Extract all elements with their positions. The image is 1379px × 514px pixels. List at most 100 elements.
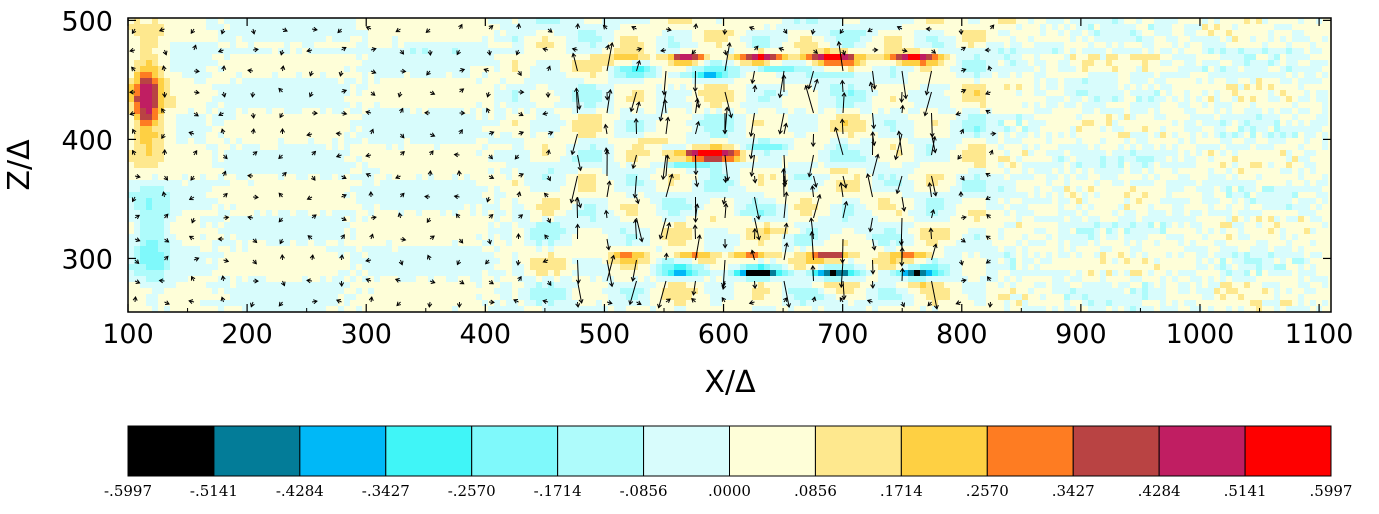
contour-cell — [428, 276, 434, 282]
contour-cell — [1004, 222, 1016, 228]
contour-cell — [1016, 246, 1022, 252]
contour-cell — [1322, 72, 1328, 78]
contour-cell — [1118, 84, 1124, 90]
contour-cell — [704, 186, 728, 192]
contour-cell — [1112, 258, 1118, 264]
vector-arrowhead — [665, 116, 671, 122]
contour-cell — [1118, 210, 1124, 216]
vector-arrowhead — [777, 93, 783, 99]
contour-cell — [1202, 150, 1208, 156]
contour-cell — [734, 90, 746, 96]
contour-cell — [524, 306, 542, 312]
contour-cell — [998, 30, 1010, 36]
contour-cell — [1016, 36, 1028, 42]
contour-cell — [1166, 126, 1184, 132]
contour-cell — [770, 288, 782, 294]
contour-cell — [1172, 48, 1178, 54]
velocity-vector — [750, 112, 755, 137]
vector-arrowhead — [514, 154, 520, 160]
contour-cell — [752, 288, 770, 294]
contour-cell — [1250, 120, 1274, 126]
velocity-vector — [724, 107, 728, 135]
contour-cell — [1232, 282, 1244, 288]
contour-cell — [1166, 276, 1172, 282]
contour-cell — [152, 48, 170, 54]
contour-cell — [932, 120, 938, 126]
contour-cell — [494, 96, 512, 102]
contour-cell — [1184, 24, 1202, 30]
contour-cell — [1016, 132, 1028, 138]
contour-cell — [1268, 60, 1274, 66]
contour-cell — [854, 204, 866, 210]
contour-cell — [1100, 216, 1118, 222]
contour-cell — [734, 270, 740, 276]
vector-arrowhead — [335, 298, 341, 304]
vector-arrowhead — [135, 237, 141, 242]
contour-cell — [1004, 84, 1010, 90]
contour-cell — [1274, 126, 1280, 132]
contour-cell — [296, 48, 302, 54]
contour-cell — [1046, 294, 1064, 300]
contour-cell — [1022, 222, 1058, 228]
contour-cell — [1052, 48, 1058, 54]
contour-cell — [1076, 114, 1082, 120]
contour-cell — [998, 162, 1004, 168]
contour-cell — [554, 168, 578, 174]
contour-cell — [410, 72, 446, 78]
contour-cell — [374, 102, 380, 108]
contour-cell — [1106, 54, 1118, 60]
contour-cell — [164, 132, 176, 138]
contour-cell — [746, 30, 788, 36]
contour-cell — [140, 18, 152, 24]
contour-cell — [1178, 36, 1190, 42]
contour-cell — [710, 132, 728, 138]
contour-cell — [674, 150, 686, 156]
contour-cell — [1130, 102, 1160, 108]
contour-cell — [1238, 132, 1244, 138]
contour-cell — [1208, 276, 1214, 282]
contour-cell — [794, 18, 800, 24]
contour-cell — [602, 156, 614, 162]
contour-cell — [518, 300, 524, 306]
contour-cell — [542, 240, 548, 246]
vector-arrowhead — [313, 26, 318, 32]
velocity-vector — [811, 231, 814, 261]
contour-cell — [1070, 192, 1076, 198]
contour-cell — [1244, 18, 1250, 24]
vector-arrowhead — [279, 128, 285, 133]
contour-cell — [1220, 246, 1238, 252]
contour-cell — [1046, 252, 1052, 258]
contour-cell — [1022, 120, 1028, 126]
contour-cell — [740, 60, 752, 66]
contour-cell — [332, 36, 350, 42]
contour-cell — [134, 72, 140, 78]
contour-cell — [158, 66, 164, 72]
contour-cell — [1208, 66, 1214, 72]
colorbar-level-label: .1714 — [880, 482, 923, 500]
x-tick-label: 800 — [936, 319, 988, 350]
y-axis-title: Z/Δ — [2, 139, 37, 191]
contour-cell — [620, 36, 638, 42]
contour-cell — [1028, 252, 1034, 258]
contour-cell — [1196, 156, 1208, 162]
contour-cell — [656, 84, 662, 90]
vector-arrowhead — [370, 91, 376, 96]
contour-cell — [710, 144, 722, 150]
contour-cell — [878, 216, 914, 222]
velocity-vector — [724, 91, 732, 118]
contour-cell — [1160, 84, 1172, 90]
contour-cell — [734, 96, 746, 102]
contour-cell — [722, 108, 728, 114]
contour-cell — [1088, 54, 1100, 60]
contour-cell — [1076, 204, 1082, 210]
contour-cell — [734, 204, 746, 210]
contour-cell — [644, 180, 656, 186]
vector-arrowhead — [129, 89, 134, 95]
vector-arrowhead — [279, 113, 284, 119]
vector-arrowhead — [426, 218, 432, 224]
contour-cell — [1064, 132, 1070, 138]
contour-cell — [1172, 90, 1184, 96]
contour-cell — [1154, 162, 1160, 168]
contour-cell — [1220, 18, 1244, 24]
contour-cell — [854, 264, 866, 270]
